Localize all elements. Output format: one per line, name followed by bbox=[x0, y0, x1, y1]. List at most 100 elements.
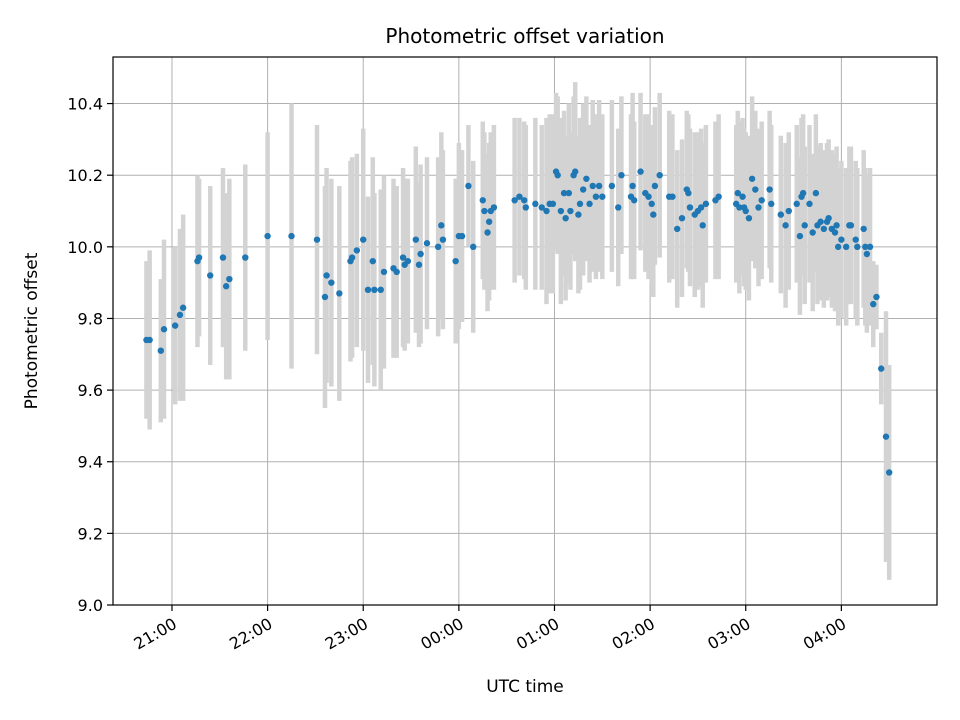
data-point bbox=[195, 254, 203, 261]
data-point bbox=[838, 236, 845, 243]
data-point bbox=[752, 186, 759, 193]
data-point bbox=[438, 222, 445, 229]
data-point bbox=[222, 283, 230, 290]
x-tick-label: 21:00 bbox=[131, 614, 180, 654]
y-tick-label: 9.4 bbox=[78, 453, 103, 472]
x-tick-label: 04:00 bbox=[800, 614, 849, 654]
data-point bbox=[758, 197, 765, 204]
data-point bbox=[685, 189, 692, 197]
data-point bbox=[739, 193, 746, 200]
errorbar-layer bbox=[144, 82, 892, 580]
data-point bbox=[393, 268, 400, 276]
data-point bbox=[565, 189, 573, 197]
y-tick-label: 10.4 bbox=[67, 95, 103, 114]
data-point bbox=[484, 229, 491, 236]
data-point bbox=[782, 222, 789, 229]
y-tick-label: 10.0 bbox=[67, 238, 103, 257]
x-tick-label: 00:00 bbox=[417, 614, 466, 654]
data-point bbox=[532, 200, 539, 208]
y-tick-label: 9.2 bbox=[78, 524, 103, 543]
data-point bbox=[412, 236, 420, 243]
point-layer bbox=[143, 168, 893, 476]
data-point bbox=[777, 211, 785, 218]
data-point bbox=[516, 193, 523, 200]
data-point bbox=[576, 200, 584, 208]
y-tick-label: 9.0 bbox=[78, 596, 103, 615]
chart-title: Photometric offset variation bbox=[385, 24, 664, 48]
data-point bbox=[862, 243, 869, 251]
data-point bbox=[485, 218, 493, 225]
y-axis-ticks: 9.0 9.2 9.4 9.6 9.8 10.0 10.2 10.4 bbox=[67, 95, 113, 615]
data-point bbox=[348, 254, 356, 261]
data-point bbox=[586, 200, 593, 208]
data-point bbox=[439, 236, 447, 243]
data-point bbox=[423, 240, 431, 247]
data-point bbox=[490, 204, 498, 211]
data-point bbox=[353, 247, 361, 254]
data-point bbox=[669, 193, 676, 200]
data-point bbox=[785, 207, 792, 215]
data-point bbox=[160, 326, 168, 333]
data-point bbox=[434, 243, 442, 251]
data-point bbox=[557, 207, 565, 215]
data-point bbox=[854, 243, 861, 251]
data-point bbox=[377, 286, 384, 294]
data-point bbox=[615, 204, 622, 211]
data-point bbox=[226, 275, 233, 283]
data-point bbox=[799, 189, 807, 197]
x-tick-label: 02:00 bbox=[609, 614, 658, 654]
data-point bbox=[860, 225, 867, 233]
data-point bbox=[745, 214, 753, 222]
data-point bbox=[882, 433, 890, 440]
data-point bbox=[146, 336, 153, 344]
data-point bbox=[360, 236, 367, 243]
data-point bbox=[768, 200, 775, 208]
data-point bbox=[736, 204, 743, 211]
data-point bbox=[589, 182, 596, 190]
data-point bbox=[702, 200, 710, 208]
data-point bbox=[364, 286, 372, 294]
plot-frame bbox=[112, 56, 938, 606]
data-point bbox=[560, 189, 568, 197]
data-point bbox=[629, 182, 636, 190]
data-point bbox=[452, 257, 459, 265]
data-point bbox=[336, 290, 343, 297]
data-point bbox=[369, 257, 376, 265]
data-point bbox=[572, 168, 579, 175]
data-point bbox=[479, 197, 486, 204]
data-point bbox=[833, 222, 840, 229]
data-point bbox=[554, 171, 561, 179]
x-tick-label: 01:00 bbox=[513, 614, 562, 654]
data-point bbox=[793, 200, 800, 208]
data-point bbox=[417, 250, 424, 258]
data-point bbox=[470, 243, 477, 251]
data-point bbox=[481, 207, 488, 215]
data-point bbox=[820, 225, 828, 233]
y-tick-label: 10.2 bbox=[67, 166, 103, 185]
data-point bbox=[618, 171, 625, 179]
data-point bbox=[834, 243, 842, 251]
data-point bbox=[809, 229, 816, 236]
y-tick-label: 9.8 bbox=[78, 309, 103, 328]
data-point bbox=[842, 243, 850, 251]
data-point bbox=[538, 204, 545, 211]
data-point bbox=[179, 304, 187, 311]
data-point bbox=[699, 222, 706, 229]
data-point bbox=[328, 279, 335, 286]
data-point bbox=[847, 222, 855, 229]
x-tick-label: 22:00 bbox=[226, 614, 275, 654]
data-point bbox=[656, 171, 663, 179]
data-point bbox=[817, 218, 824, 225]
data-point bbox=[313, 236, 321, 243]
x-axis-ticks: 21:00 22:00 23:00 00:00 01:00 02:00 03:00 04:00 bbox=[131, 605, 849, 654]
data-point bbox=[321, 293, 329, 301]
x-axis-label: UTC time bbox=[486, 677, 564, 697]
data-point bbox=[863, 250, 871, 258]
data-point bbox=[579, 186, 587, 193]
data-point bbox=[608, 182, 616, 190]
data-point bbox=[543, 207, 550, 215]
data-point bbox=[650, 211, 657, 218]
data-point bbox=[595, 182, 603, 190]
data-point bbox=[878, 365, 885, 372]
data-point bbox=[674, 225, 681, 233]
